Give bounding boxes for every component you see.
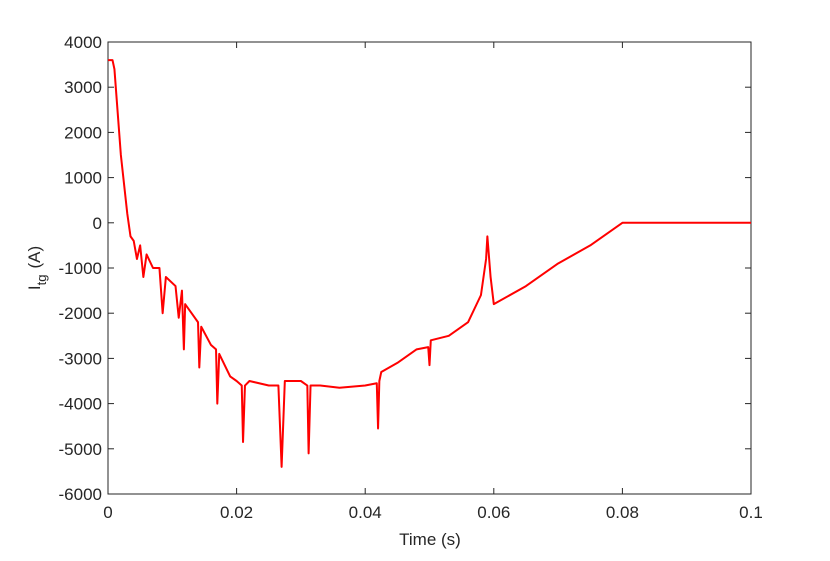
data-line — [108, 59, 751, 468]
x-tick-label: 0 — [103, 503, 112, 522]
y-axis-label: Itg (A) — [25, 246, 49, 290]
x-tick-label: 0.08 — [606, 503, 639, 522]
y-tick-label: -2000 — [59, 304, 102, 323]
x-tick-label: 0.1 — [739, 503, 763, 522]
y-tick-label: -6000 — [59, 485, 102, 504]
x-tick-label: 0.04 — [349, 503, 382, 522]
x-tick-label: 0.02 — [220, 503, 253, 522]
x-axis-label: Time (s) — [399, 530, 461, 549]
y-label-main: I — [25, 285, 44, 290]
y-tick-label: 2000 — [64, 123, 102, 142]
y-tick-label: 1000 — [64, 169, 102, 188]
y-tick-label: 0 — [93, 214, 102, 233]
y-tick-label: 3000 — [64, 78, 102, 97]
y-tick-label: -4000 — [59, 395, 102, 414]
x-tick-label: 0.06 — [477, 503, 510, 522]
y-label-unit: (A) — [25, 246, 44, 269]
y-tick-label: -3000 — [59, 349, 102, 368]
y-label-subscript: tg — [34, 275, 49, 286]
y-tick-label: 4000 — [64, 33, 102, 52]
y-tick-label: -1000 — [59, 259, 102, 278]
y-tick-label: -5000 — [59, 440, 102, 459]
plot-frame — [107, 41, 752, 495]
